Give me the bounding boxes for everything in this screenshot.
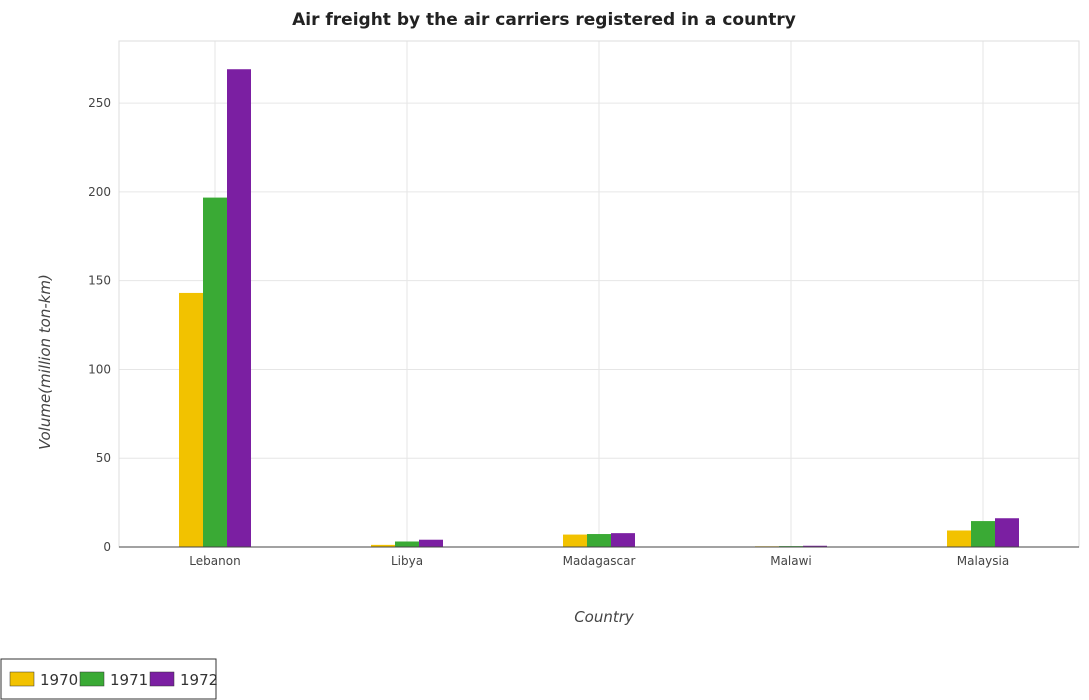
bar-1971-lebanon xyxy=(203,197,227,547)
bar-1972-madagascar xyxy=(611,533,635,547)
y-axis-label: Volume(million ton-km) xyxy=(36,274,54,450)
legend-box xyxy=(0,658,217,700)
x-tick-label: Malawi xyxy=(770,554,812,568)
legend-label-1971: 1971 xyxy=(110,671,148,689)
legend-swatch-1970 xyxy=(9,671,35,687)
x-tick-label: Libya xyxy=(391,554,423,568)
x-tick-label: Lebanon xyxy=(189,554,240,568)
bar-1970-malaysia xyxy=(947,530,971,547)
bar-1970-lebanon xyxy=(179,292,203,547)
legend-swatch-1971 xyxy=(79,671,105,687)
grid xyxy=(118,40,1080,548)
legend-swatch-1972 xyxy=(149,671,175,687)
bar-1972-lebanon xyxy=(227,69,251,547)
legend-label-1972: 1972 xyxy=(180,671,218,689)
bar-1971-madagascar xyxy=(587,534,611,547)
y-tick-label: 250 xyxy=(88,96,111,110)
bar-1972-libya xyxy=(419,539,443,547)
bar-1972-malaysia xyxy=(995,518,1019,547)
axes: 0 50 100 150 200 250 Lebanon Libya Madagascar Mal… xyxy=(88,96,1079,568)
bar-1972-malawi xyxy=(803,545,827,547)
x-tick-label: Madagascar xyxy=(563,554,636,568)
bars xyxy=(179,69,1019,547)
bar-1971-libya xyxy=(395,541,419,547)
bar-1971-malaysia xyxy=(971,521,995,547)
bar-1970-madagascar xyxy=(563,534,587,547)
y-tick-label: 50 xyxy=(96,451,111,465)
legend-label-1970: 1970 xyxy=(40,671,78,689)
legend: 1970 1971 1972 xyxy=(0,658,218,700)
chart-title: Air freight by the air carriers register… xyxy=(292,10,796,30)
y-tick-label: 200 xyxy=(88,185,111,199)
x-axis-label: Country xyxy=(574,608,635,626)
y-tick-label: 0 xyxy=(103,540,111,554)
x-tick-label: Malaysia xyxy=(957,554,1009,568)
bar-1970-libya xyxy=(371,544,395,547)
y-tick-label: 150 xyxy=(88,274,111,288)
y-tick-label: 100 xyxy=(88,362,111,376)
